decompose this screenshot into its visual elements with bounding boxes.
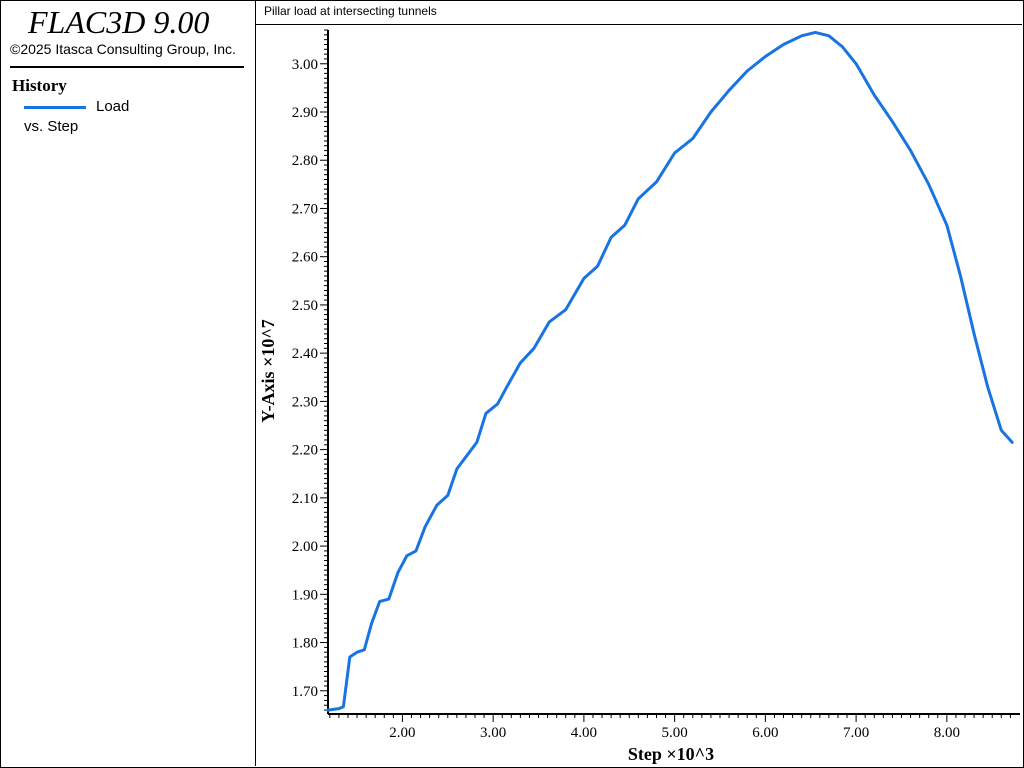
y-tick-label: 1.80 <box>292 636 318 652</box>
y-tick-label: 2.80 <box>292 153 318 169</box>
x-tick-label: 7.00 <box>843 725 869 741</box>
y-tick-label: 2.30 <box>292 394 318 410</box>
y-tick-label: 3.00 <box>292 57 318 73</box>
y-axis-label: Y-Axis ×10^7 <box>258 319 278 423</box>
y-tick-label: 1.70 <box>292 684 318 700</box>
legend-heading: History <box>12 76 67 95</box>
chart-title-bar: Pillar load at intersecting tunnels <box>256 0 1022 25</box>
series-line-load <box>326 30 1014 712</box>
y-tick-label: 2.90 <box>292 105 318 121</box>
x-tick-label: 6.00 <box>752 725 778 741</box>
legend-series-label: Load <box>96 98 130 115</box>
x-tick-label: 4.00 <box>571 725 597 741</box>
y-tick-label: 2.10 <box>292 491 318 507</box>
x-tick-label: 8.00 <box>934 725 960 741</box>
y-tick-label: 1.90 <box>292 587 318 603</box>
y-tick-label: 2.70 <box>292 201 318 217</box>
y-tick-label: 2.50 <box>292 298 318 314</box>
x-tick-label: 2.00 <box>389 725 415 741</box>
chart-title: Pillar load at intersecting tunnels <box>264 4 437 18</box>
app-title: FLAC3D 9.00 <box>28 4 210 40</box>
x-axis-label: Step ×10^3 <box>628 744 714 764</box>
y-tick-label: 2.00 <box>292 539 318 555</box>
y-tick-label: 2.20 <box>292 443 318 459</box>
x-tick-label: 5.00 <box>662 725 688 741</box>
legend-panel: FLAC3D 9.00 ©2025 Itasca Consulting Grou… <box>0 0 256 766</box>
legend-swatch <box>24 106 86 109</box>
copyright-notice: ©2025 Itasca Consulting Group, Inc. <box>10 41 236 57</box>
x-tick-label: 3.00 <box>480 725 506 741</box>
legend-divider <box>10 66 244 68</box>
y-tick-label: 2.40 <box>292 346 318 362</box>
y-tick-label: 2.60 <box>292 250 318 266</box>
legend-x-label: vs. Step <box>24 118 79 135</box>
